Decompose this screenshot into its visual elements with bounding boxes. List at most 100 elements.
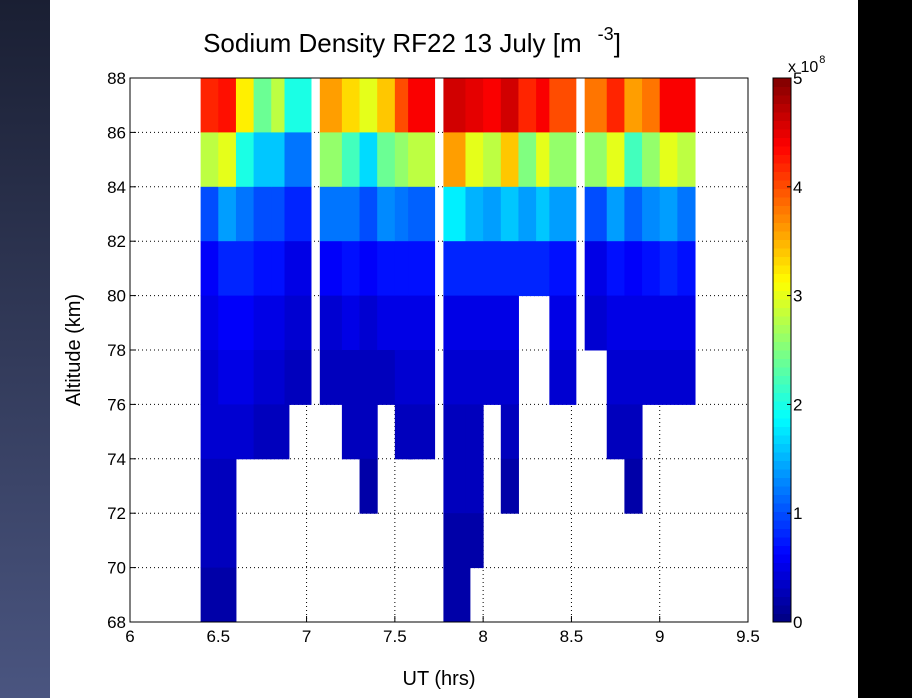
heatmap-cell xyxy=(284,78,312,133)
y-axis-label: Altitude (km) xyxy=(63,294,85,406)
heatmap-cell xyxy=(359,186,378,242)
heatmap-cell xyxy=(377,132,396,188)
heatmap-cell xyxy=(677,241,696,297)
heatmap-cell xyxy=(341,186,361,242)
colorbar-step xyxy=(773,477,791,487)
y-tick-label: 80 xyxy=(107,287,126,306)
colorbar-step xyxy=(773,188,791,198)
heatmap-cell xyxy=(218,458,237,514)
heatmap-cell xyxy=(218,132,237,188)
colorbar-step xyxy=(773,367,791,376)
heatmap-cell xyxy=(677,132,696,188)
heatmap-cell xyxy=(377,350,396,405)
heatmap-cell xyxy=(200,567,219,623)
heatmap-cell xyxy=(235,350,255,405)
colorbar-tick-label: 1 xyxy=(793,504,802,523)
y-tick-label: 78 xyxy=(107,341,126,360)
heatmap-cell xyxy=(200,295,219,351)
colorbar-step xyxy=(773,511,791,521)
x-tick-label: 9 xyxy=(655,627,664,646)
colorbar-step xyxy=(773,231,791,240)
heatmap-cell xyxy=(408,78,436,133)
colorbar-step xyxy=(773,103,791,113)
colorbar-step xyxy=(773,613,791,623)
heatmap-cell xyxy=(518,78,537,133)
heatmap-cell xyxy=(200,404,219,460)
y-tick-label: 82 xyxy=(107,232,126,251)
colorbar: 0 1 2 3 4 5 xyxy=(772,69,802,632)
heatmap-cell xyxy=(253,404,272,460)
x-axis-label: UT (hrs) xyxy=(403,668,476,690)
colorbar-step xyxy=(773,494,791,504)
heatmap-cell xyxy=(377,78,396,133)
colorbar-step xyxy=(773,316,791,325)
heatmap-cell xyxy=(500,78,519,133)
heatmap-cell xyxy=(218,513,237,569)
heatmap-cell xyxy=(218,295,237,351)
heatmap-cell xyxy=(377,295,396,351)
colorbar-step xyxy=(773,435,791,444)
colorbar-step xyxy=(773,537,791,546)
colorbar-step xyxy=(773,503,791,512)
heatmap-cell xyxy=(642,295,661,351)
heatmap-cell xyxy=(200,132,219,188)
colorbar-step xyxy=(773,418,791,427)
heatmap-cell xyxy=(659,241,678,297)
colorbar-step xyxy=(773,528,791,538)
heatmap-cell xyxy=(465,78,484,133)
title-superscript: -3 xyxy=(598,24,614,44)
heatmap-cell xyxy=(624,78,643,133)
colorbar-step xyxy=(773,452,791,461)
heatmap-cell xyxy=(500,404,519,460)
heatmap-cell xyxy=(624,295,643,351)
colorbar-step xyxy=(773,197,791,206)
colorbar-step xyxy=(773,324,791,334)
heatmap-cell xyxy=(518,241,537,297)
heatmap-cell xyxy=(465,132,484,188)
heatmap-cell xyxy=(218,241,237,297)
heatmap-cell xyxy=(549,350,577,405)
heatmap-cell xyxy=(235,132,255,188)
y-tick-label: 74 xyxy=(107,450,126,469)
heatmap-cell xyxy=(606,295,625,351)
colorbar-step xyxy=(773,171,791,181)
colorbar-step xyxy=(773,341,791,351)
colorbar-step xyxy=(773,596,791,606)
colorbar-step xyxy=(773,562,791,572)
heatmap-cell xyxy=(253,186,272,242)
colorbar-tick-label: 3 xyxy=(793,287,802,306)
heatmap-cell xyxy=(518,132,537,188)
colorbar-tick-label: 4 xyxy=(793,178,802,197)
heatmap-cell xyxy=(341,404,361,460)
heatmap-cell xyxy=(253,241,272,297)
heatmap-cell xyxy=(359,404,378,460)
heatmap-cells xyxy=(200,78,696,623)
heatmap-cell xyxy=(341,132,361,188)
colorbar-step xyxy=(773,222,791,232)
heatmap-cell xyxy=(500,295,519,351)
heatmap-cell xyxy=(200,241,219,297)
colorbar-step xyxy=(773,146,791,155)
plot-frame xyxy=(129,77,749,623)
y-tick-label: 76 xyxy=(107,395,126,414)
x-tick-label: 6.5 xyxy=(206,627,230,646)
heatmap-cell xyxy=(483,295,502,351)
colorbar-step xyxy=(773,520,791,529)
heatmap-cell xyxy=(408,350,436,405)
heatmap-cell xyxy=(483,186,502,242)
heatmap-cell xyxy=(549,241,577,297)
heatmap-cell xyxy=(284,186,312,242)
heatmap-cell xyxy=(408,295,436,351)
colorbar-step xyxy=(773,282,791,291)
heatmap-cell xyxy=(359,241,378,297)
colorbar-step xyxy=(773,392,791,402)
heatmap-cell xyxy=(659,132,678,188)
heatmap-cell xyxy=(218,78,237,133)
colorbar-label-text: x 10 xyxy=(788,59,818,76)
x-tick-label: 7.5 xyxy=(383,627,407,646)
colorbar-step xyxy=(773,469,791,478)
heatmap-cell xyxy=(500,186,519,242)
heatmap-cell xyxy=(624,350,643,405)
heatmap-cell xyxy=(659,186,678,242)
heatmap-cell xyxy=(284,295,312,351)
